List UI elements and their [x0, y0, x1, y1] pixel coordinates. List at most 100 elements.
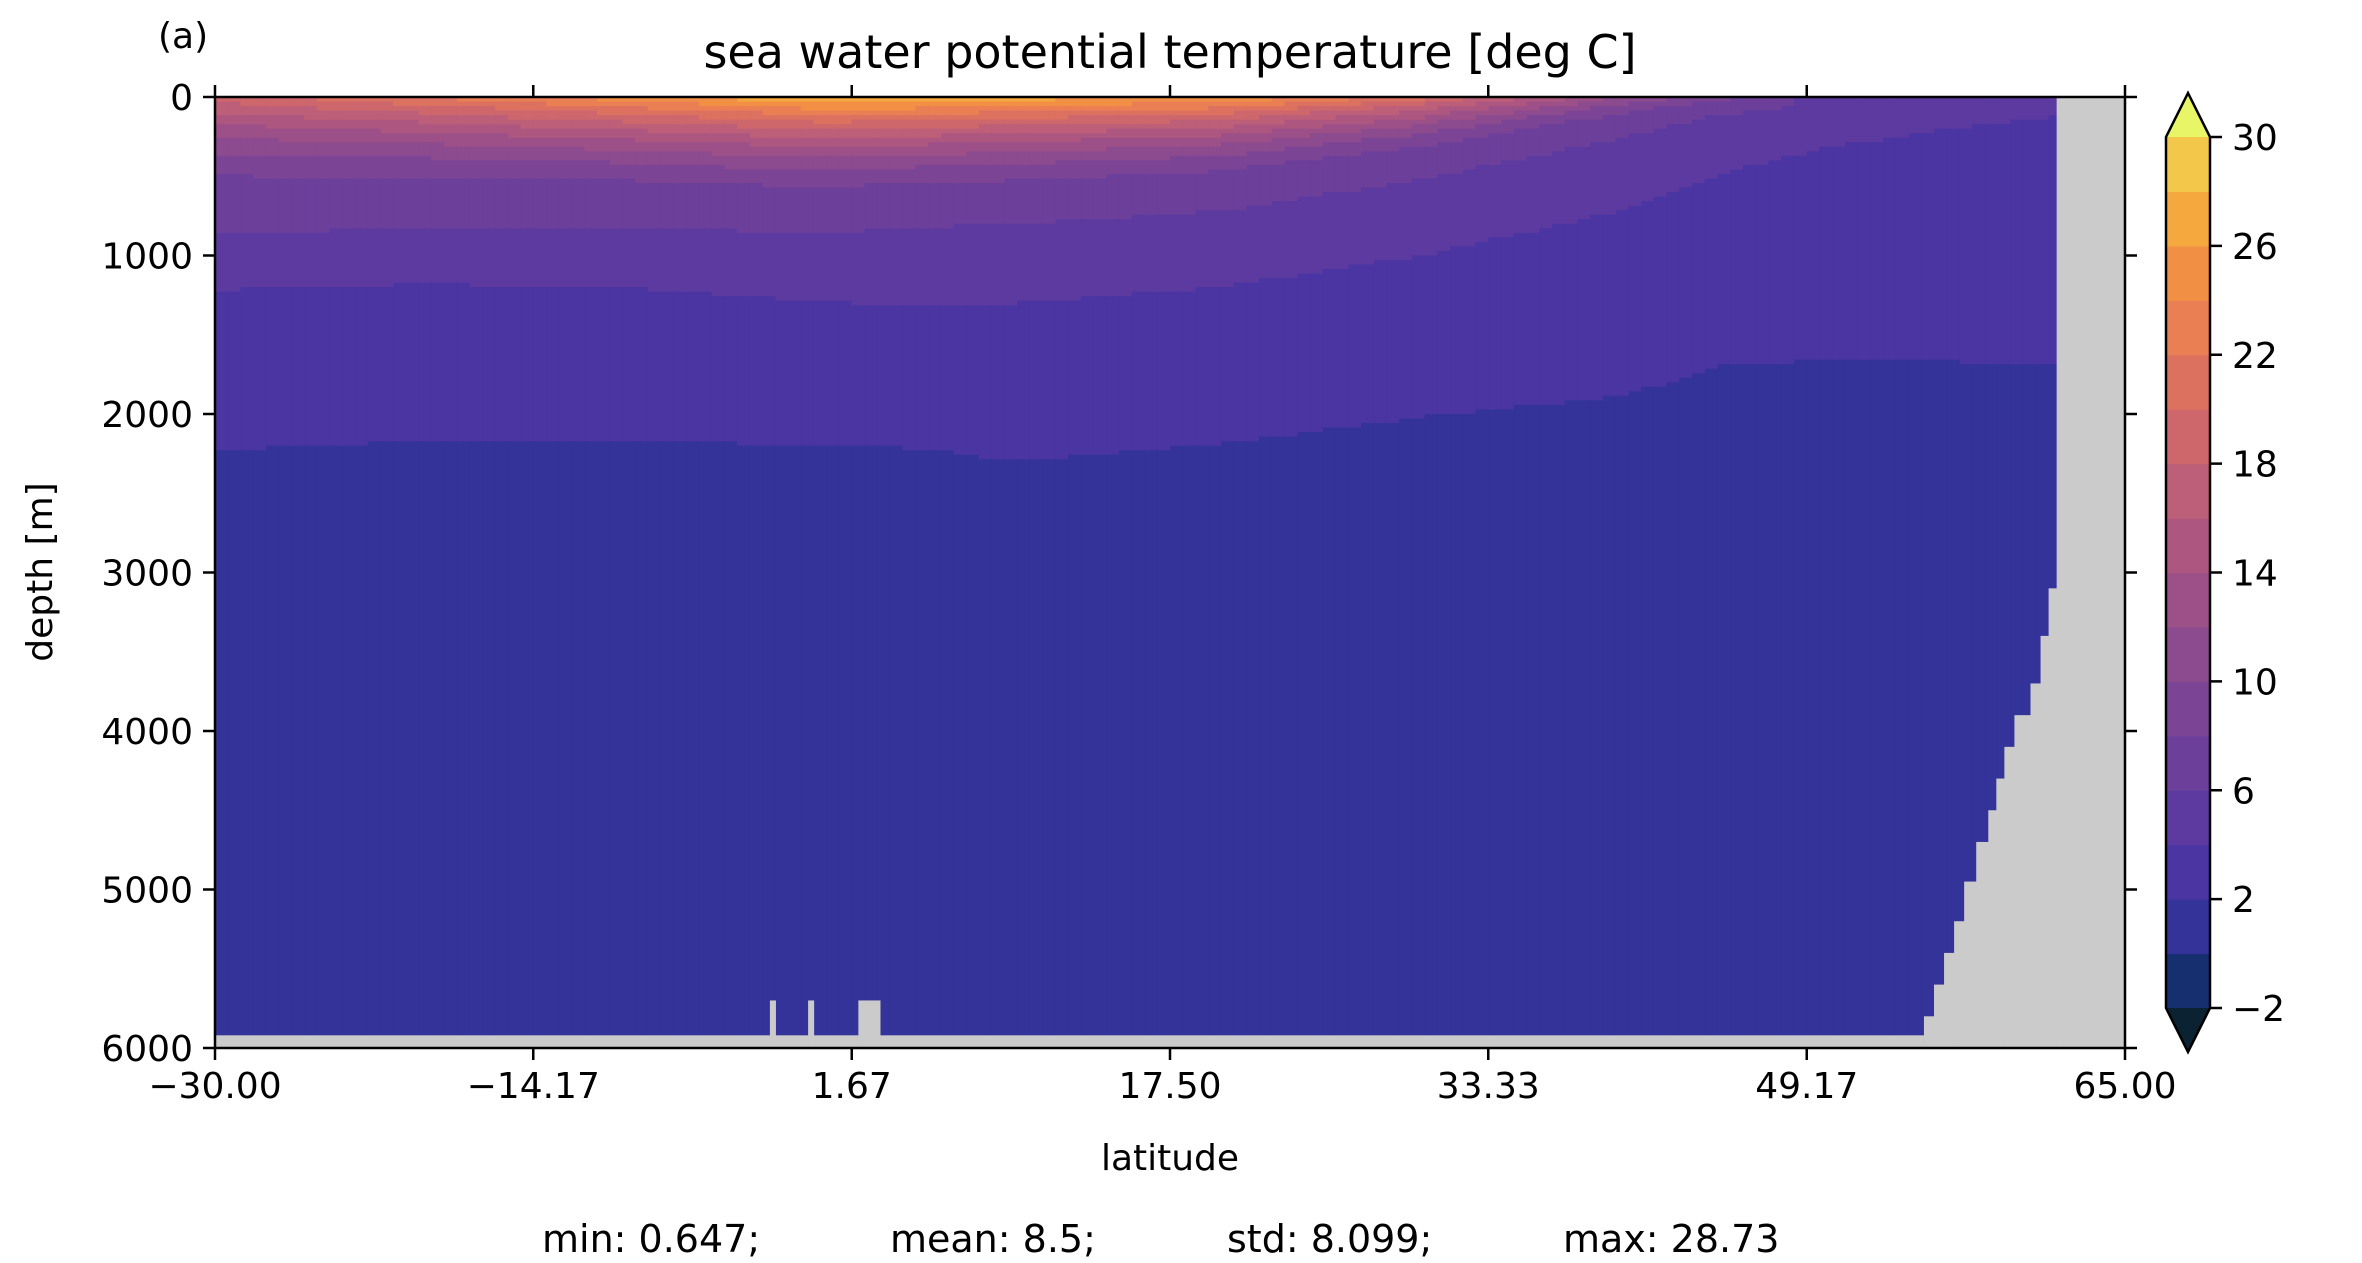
field-cell — [1539, 124, 1553, 157]
field-cell — [1259, 115, 1273, 125]
field-cell — [456, 106, 471, 116]
field-cell — [1692, 119, 1706, 184]
field-cell — [737, 183, 751, 234]
field-cell — [686, 115, 700, 125]
field-cell — [1399, 97, 1413, 103]
field-cell — [711, 119, 725, 125]
field-cell — [1386, 137, 1400, 152]
field-cell — [1017, 101, 1031, 107]
field-cell — [1246, 205, 1260, 284]
field-cell — [1730, 115, 1744, 171]
field-cell — [329, 228, 343, 288]
field-cell — [469, 228, 483, 288]
colorbar-band — [2166, 626, 2210, 682]
field-cell — [215, 101, 229, 116]
field-cell — [456, 133, 471, 148]
field-cell — [278, 178, 292, 234]
field-cell — [915, 164, 929, 184]
field-cell — [418, 97, 433, 107]
field-cell — [1042, 178, 1056, 225]
field-cell — [800, 232, 815, 302]
field-cell — [558, 160, 573, 180]
field-cell — [1310, 97, 1324, 103]
field-cell — [660, 164, 674, 184]
field-cell — [291, 287, 305, 447]
field-cell — [609, 128, 624, 139]
field-cell — [698, 97, 713, 107]
field-cell — [546, 160, 560, 180]
field-cell — [1284, 110, 1298, 116]
field-cell — [928, 142, 942, 157]
field-cell — [1373, 115, 1388, 121]
field-cell — [1844, 142, 1859, 361]
field-cell — [1590, 97, 1604, 103]
field-cell — [851, 101, 865, 112]
field-cell — [533, 160, 547, 180]
field-cell — [1220, 142, 1235, 157]
field-cell — [1157, 101, 1171, 112]
field-cell — [826, 155, 840, 171]
field-cell — [698, 119, 713, 125]
field-cell — [1004, 124, 1018, 134]
field-cell — [1080, 296, 1095, 456]
field-cell — [737, 97, 751, 103]
field-cell — [686, 110, 700, 116]
field-cell — [660, 228, 674, 293]
field-cell — [1437, 97, 1451, 103]
field-cell — [826, 110, 840, 116]
field-cell — [749, 155, 764, 171]
field-cell — [660, 142, 674, 152]
field-cell — [1717, 115, 1731, 175]
field-cell — [253, 137, 267, 157]
field-cell — [1119, 219, 1133, 297]
field-cell — [1106, 110, 1120, 116]
field-cell — [1144, 128, 1158, 139]
field-cell — [1411, 124, 1426, 134]
field-cell — [1552, 124, 1566, 152]
field-cell — [1743, 164, 1757, 365]
field-cell — [838, 232, 853, 302]
field-cell — [1042, 106, 1056, 112]
field-cell — [851, 110, 865, 116]
colorbar-band — [2166, 463, 2210, 519]
field-cell — [1170, 97, 1184, 103]
field-cell — [558, 287, 573, 442]
field-cell — [1017, 459, 1031, 1048]
field-cell — [240, 115, 254, 125]
field-cell — [940, 106, 955, 116]
y-tick-label: 1000 — [101, 237, 193, 278]
field-cell — [788, 232, 802, 302]
field-cell — [495, 97, 509, 103]
field-cell — [813, 169, 827, 189]
field-cell — [1157, 115, 1171, 125]
colorbar-band — [2166, 409, 2210, 465]
field-cell — [1119, 137, 1133, 148]
field-cell — [711, 164, 725, 184]
field-cell — [418, 282, 433, 442]
x-tick-label: 65.00 — [2073, 1066, 2176, 1107]
field-cell — [571, 146, 585, 161]
field-cell — [864, 146, 878, 157]
field-cell — [1195, 115, 1209, 121]
colorbar-band — [2166, 518, 2210, 574]
field-cell — [889, 101, 904, 112]
field-cell — [1029, 101, 1044, 107]
field-cell — [444, 115, 458, 125]
field-cell — [418, 178, 433, 229]
field-cell — [1755, 364, 1770, 1048]
field-cell — [240, 137, 254, 157]
field-cell — [1284, 115, 1298, 121]
field-cell — [1004, 142, 1018, 152]
field-cell — [355, 128, 369, 143]
field-cell — [227, 101, 242, 116]
field-cell — [966, 183, 980, 225]
field-cell — [1335, 269, 1349, 429]
field-cell — [1475, 124, 1489, 139]
field-cell — [1093, 106, 1107, 112]
field-cell — [953, 101, 967, 107]
field-cell — [253, 97, 267, 107]
field-cell — [1934, 128, 1948, 361]
field-cell — [711, 133, 725, 143]
field-cell — [622, 178, 636, 229]
field-cell — [1564, 110, 1579, 121]
